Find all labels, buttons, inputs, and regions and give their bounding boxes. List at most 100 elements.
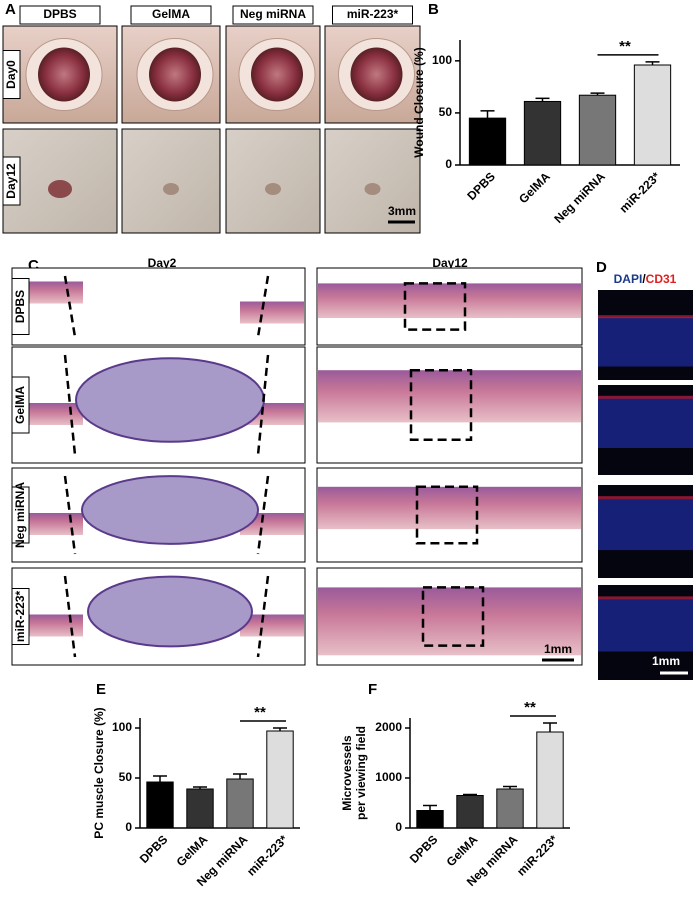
row-label-box bbox=[11, 588, 30, 645]
row-label: miR-223* bbox=[13, 590, 27, 642]
tissue bbox=[318, 486, 581, 530]
hydrogel bbox=[87, 575, 253, 648]
stain-label: DAPI/CD31 bbox=[614, 272, 677, 286]
cd31-signal bbox=[598, 596, 693, 600]
zoom-box bbox=[403, 282, 467, 331]
bar bbox=[146, 781, 174, 829]
column-label: Day2 bbox=[148, 256, 177, 270]
zoom-box bbox=[415, 485, 479, 545]
column-label: Day12 bbox=[432, 256, 468, 270]
nuclei bbox=[598, 398, 693, 448]
margin bbox=[256, 275, 270, 338]
x-tick-label: GelMA bbox=[174, 832, 211, 869]
significance-label: ** bbox=[254, 704, 266, 721]
margin bbox=[63, 354, 77, 456]
stain-dapi: DAPI bbox=[614, 272, 643, 286]
margin bbox=[63, 475, 77, 555]
row-label: Neg miRNA bbox=[13, 482, 27, 548]
column-label-box bbox=[332, 5, 413, 25]
x-tick-label: DPBS bbox=[137, 832, 170, 865]
photo bbox=[225, 128, 321, 234]
nuclei bbox=[598, 498, 693, 551]
column-label: Neg miRNA bbox=[240, 7, 306, 21]
scar bbox=[48, 180, 72, 198]
scar bbox=[265, 183, 281, 195]
y-tick-label: 50 bbox=[439, 105, 453, 119]
column-label-box bbox=[232, 5, 314, 25]
margin bbox=[63, 575, 77, 658]
hydrogel bbox=[81, 475, 259, 545]
x-tick-label: miR-223* bbox=[617, 169, 663, 215]
scale-bar-label: 1mm bbox=[652, 654, 680, 668]
scale-bar-label: 1mm bbox=[544, 642, 572, 656]
photo bbox=[121, 128, 221, 234]
margin bbox=[63, 275, 77, 338]
y-tick-label: 0 bbox=[395, 820, 402, 834]
hydrogel bbox=[75, 357, 265, 443]
panel-label: F bbox=[368, 681, 377, 698]
bar bbox=[468, 117, 507, 166]
significance-label: ** bbox=[619, 38, 631, 55]
zoom-box bbox=[421, 586, 485, 647]
y-tick-label: 2000 bbox=[375, 720, 402, 734]
column-label: GelMA bbox=[152, 7, 190, 21]
panel-label: A bbox=[5, 1, 16, 18]
zoom-box bbox=[409, 368, 473, 442]
tissue bbox=[13, 281, 83, 304]
cd31-signal bbox=[598, 395, 693, 399]
bar bbox=[226, 778, 254, 829]
row-label: GelMA bbox=[13, 386, 27, 424]
y-tick-label: 0 bbox=[125, 820, 132, 834]
y-tick-label: 100 bbox=[432, 53, 452, 67]
wound bbox=[38, 47, 90, 102]
margin bbox=[256, 575, 270, 658]
nuclei bbox=[598, 317, 693, 367]
column-label: DPBS bbox=[43, 7, 76, 21]
nuclei bbox=[598, 599, 693, 652]
x-tick-label: GelMA bbox=[444, 832, 481, 869]
tissue bbox=[318, 370, 581, 423]
y-axis-label: Microvesselsper viewing field bbox=[340, 726, 368, 820]
tissue bbox=[318, 587, 581, 656]
y-tick-label: 0 bbox=[445, 157, 452, 171]
row-label-box bbox=[11, 278, 30, 335]
x-tick-label: GelMA bbox=[516, 169, 553, 206]
wound bbox=[149, 47, 201, 102]
y-tick-label: 100 bbox=[112, 720, 132, 734]
panel-label: C bbox=[28, 257, 39, 274]
row-label-box bbox=[11, 376, 30, 434]
scar bbox=[163, 183, 179, 195]
row-label: DPBS bbox=[13, 290, 27, 323]
x-tick-label: Neg miRNA bbox=[551, 169, 608, 226]
y-axis-label: PC muscle Closure (%) bbox=[92, 707, 106, 838]
bar bbox=[266, 730, 294, 829]
y-axis-label-line: Microvessels bbox=[340, 735, 354, 811]
x-tick-label: miR-223* bbox=[244, 832, 290, 878]
photo bbox=[324, 128, 421, 234]
bar bbox=[496, 788, 524, 829]
margin bbox=[256, 475, 270, 555]
bar bbox=[633, 64, 672, 166]
x-tick-label: DPBS bbox=[407, 832, 440, 865]
row-label-box bbox=[2, 156, 21, 206]
bar bbox=[186, 788, 214, 829]
panel-label: D bbox=[596, 259, 607, 276]
stain-cd31: CD31 bbox=[646, 272, 677, 286]
tissue bbox=[13, 513, 83, 535]
y-axis-label: Wound Closure (%) bbox=[412, 47, 426, 157]
tissue bbox=[240, 301, 304, 324]
wound bbox=[350, 47, 403, 102]
row-label: Day0 bbox=[4, 60, 18, 89]
bar bbox=[578, 94, 617, 166]
significance-label: ** bbox=[524, 699, 536, 716]
row-label-box bbox=[2, 50, 21, 99]
row-label: Day12 bbox=[4, 163, 18, 199]
tissue bbox=[240, 614, 304, 637]
bar bbox=[456, 795, 484, 829]
x-tick-label: DPBS bbox=[464, 169, 497, 202]
x-tick-label: miR-223* bbox=[514, 832, 560, 878]
bar bbox=[416, 810, 444, 829]
cd31-signal bbox=[598, 315, 693, 319]
